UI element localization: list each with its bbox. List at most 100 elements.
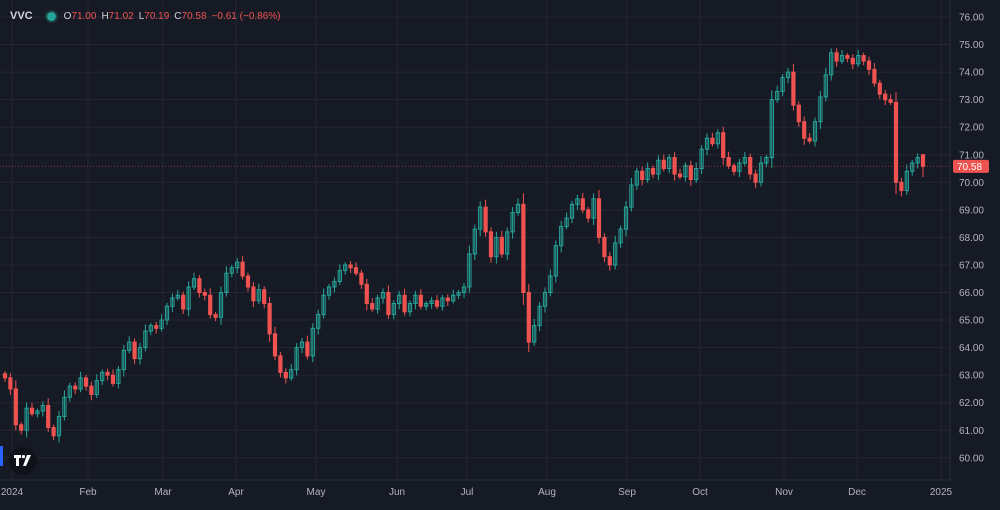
candle	[343, 262, 348, 275]
candle-body	[116, 369, 121, 384]
candle-body	[429, 300, 434, 305]
candle	[62, 390, 67, 421]
candle	[229, 264, 234, 278]
candle	[402, 288, 407, 316]
candle	[364, 278, 369, 311]
candle	[170, 293, 175, 313]
candle-body	[208, 294, 213, 316]
candle-body	[456, 292, 461, 296]
candle	[505, 227, 510, 260]
candle-body	[802, 121, 807, 139]
candle-body	[191, 278, 197, 288]
candle	[661, 154, 666, 172]
candle	[499, 230, 504, 258]
candle-body	[715, 132, 720, 145]
candle-body	[640, 170, 645, 181]
candle-body	[218, 292, 224, 318]
candle-body	[202, 292, 207, 296]
candle	[159, 314, 164, 332]
y-tick-label: 61.00	[959, 426, 984, 437]
candle	[245, 272, 251, 292]
candle-body	[893, 101, 899, 183]
candle-body	[877, 82, 882, 95]
candle	[575, 194, 580, 210]
candle	[321, 288, 326, 319]
candle	[532, 318, 537, 346]
candle-body	[888, 99, 893, 103]
candle-body	[224, 272, 229, 293]
candle-body	[46, 404, 51, 428]
candle	[510, 207, 515, 239]
candle	[143, 324, 148, 352]
y-tick-label: 67.00	[959, 260, 984, 271]
candle-body	[397, 294, 402, 305]
candle-body	[850, 57, 855, 65]
candle	[618, 225, 623, 248]
candle-body	[483, 206, 488, 233]
candle	[559, 220, 564, 253]
candle-body	[748, 157, 753, 175]
x-tick-label: Apr	[228, 487, 244, 498]
candle-body	[235, 261, 240, 269]
candle-body	[359, 272, 364, 285]
candle-body	[532, 325, 537, 343]
candle	[731, 163, 737, 176]
candle-body	[737, 162, 742, 172]
candle-body	[402, 294, 407, 313]
candle-body	[332, 280, 337, 288]
symbol-name[interactable]: VVC	[10, 10, 33, 22]
candle-body	[548, 275, 553, 294]
candle	[407, 300, 413, 317]
candle-body	[710, 137, 715, 145]
candle-body	[24, 407, 29, 431]
candle-body	[73, 385, 78, 390]
candle-body	[569, 203, 575, 219]
candle-body	[251, 286, 256, 302]
low-value: 70.19	[144, 10, 170, 22]
candle-body	[656, 159, 661, 175]
x-tick-label: 2025	[930, 487, 953, 498]
grid-lines	[0, 0, 951, 481]
candle-body	[364, 283, 369, 305]
candle	[802, 116, 807, 145]
candle-body	[699, 148, 704, 170]
candle	[850, 54, 855, 70]
candle	[467, 245, 472, 293]
candle-body	[726, 157, 731, 167]
tradingview-logo-icon[interactable]	[9, 447, 37, 475]
candle-body	[181, 294, 186, 310]
candle-body	[56, 415, 62, 437]
candle-body	[434, 300, 440, 307]
open-label: O	[63, 10, 72, 22]
candle-body	[834, 52, 839, 62]
candle	[218, 286, 224, 325]
candle-body	[29, 407, 35, 415]
candle	[548, 269, 553, 297]
candle	[132, 338, 137, 364]
candle	[51, 424, 56, 441]
candle	[429, 296, 434, 309]
low-label: L	[138, 10, 145, 22]
candle-body	[775, 90, 780, 101]
candle	[386, 285, 391, 319]
candle-body	[272, 333, 278, 357]
candle	[537, 302, 542, 332]
y-tick-label: 76.00	[959, 13, 984, 24]
candle-body	[2, 373, 8, 379]
candle-body	[321, 294, 326, 316]
candle-body	[856, 55, 861, 65]
candle	[40, 401, 45, 417]
candle	[56, 410, 62, 443]
candle	[348, 261, 353, 273]
candle	[569, 200, 575, 224]
candle	[445, 294, 450, 306]
last-price-label: 70.58	[957, 162, 982, 173]
candle	[8, 373, 13, 395]
candle-body	[380, 292, 386, 299]
y-tick-label: 70.00	[959, 178, 984, 189]
candle	[299, 337, 305, 354]
candle	[67, 382, 72, 402]
candle	[94, 374, 99, 399]
